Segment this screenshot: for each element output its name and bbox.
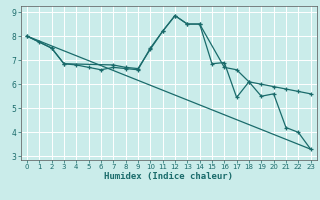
X-axis label: Humidex (Indice chaleur): Humidex (Indice chaleur) <box>104 172 233 181</box>
